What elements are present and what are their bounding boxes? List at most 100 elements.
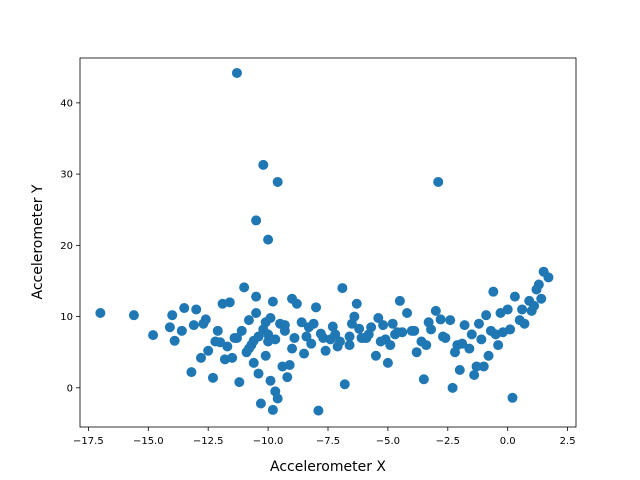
- data-point: [402, 308, 413, 319]
- data-point: [421, 340, 432, 351]
- data-point: [332, 341, 343, 352]
- x-tick-label: −2.5: [436, 436, 460, 447]
- data-point: [291, 298, 302, 309]
- data-point: [265, 313, 276, 324]
- data-point: [497, 327, 508, 338]
- data-point: [351, 298, 362, 309]
- data-point: [411, 347, 422, 358]
- data-point: [282, 372, 293, 383]
- data-point: [354, 323, 365, 334]
- data-point: [260, 350, 271, 361]
- data-point: [533, 279, 544, 290]
- y-tick-label: 30: [60, 170, 73, 181]
- y-tick-label: 10: [60, 312, 73, 323]
- data-point: [200, 314, 211, 325]
- data-point: [176, 325, 187, 336]
- data-point: [344, 331, 355, 342]
- data-point: [529, 300, 540, 311]
- data-point: [191, 304, 202, 315]
- data-point: [473, 318, 484, 329]
- data-point: [502, 304, 513, 315]
- data-point: [469, 369, 480, 380]
- data-point: [536, 293, 547, 304]
- data-point: [476, 334, 487, 345]
- x-tick-label: −12.5: [193, 436, 224, 447]
- data-point: [454, 365, 465, 376]
- y-tick-label: 0: [67, 383, 73, 394]
- data-point: [418, 374, 429, 385]
- data-point: [447, 382, 458, 393]
- data-point: [248, 357, 259, 368]
- data-point: [299, 348, 310, 359]
- data-point: [255, 398, 266, 409]
- data-point: [387, 318, 398, 329]
- data-point: [370, 350, 381, 361]
- data-point: [234, 377, 245, 388]
- data-point: [263, 234, 274, 245]
- data-point: [251, 308, 262, 319]
- data-point: [449, 347, 460, 358]
- data-point: [251, 291, 262, 302]
- data-point: [375, 336, 386, 347]
- data-point: [406, 325, 417, 336]
- x-tick-label: 2.5: [560, 436, 576, 447]
- data-point: [481, 310, 492, 321]
- data-point: [478, 361, 489, 372]
- data-point: [258, 159, 269, 170]
- data-point: [356, 332, 367, 343]
- data-point: [188, 320, 199, 331]
- data-point: [251, 215, 262, 226]
- data-point: [440, 332, 451, 343]
- x-axis-ticks: −17.5 −15.0 −12.5 −10.0 −7.5 −5.0 −2.5 0.0 2.5: [73, 427, 576, 447]
- data-point: [212, 325, 223, 336]
- y-tick-label: 40: [60, 98, 73, 109]
- data-point: [287, 343, 298, 354]
- data-point: [284, 360, 295, 371]
- scatter-points: [95, 67, 554, 416]
- data-point: [296, 317, 307, 328]
- data-point: [543, 272, 554, 283]
- data-point: [186, 367, 197, 378]
- data-point: [215, 337, 226, 348]
- data-point: [378, 320, 389, 331]
- data-point: [227, 352, 238, 363]
- data-point: [148, 330, 159, 341]
- data-point: [488, 286, 499, 297]
- data-point: [433, 176, 444, 187]
- data-point: [315, 328, 326, 339]
- data-point: [519, 318, 530, 329]
- data-point: [517, 304, 528, 315]
- data-point: [267, 296, 278, 307]
- data-point: [272, 393, 283, 404]
- data-point: [229, 332, 240, 343]
- data-point: [289, 332, 300, 343]
- y-axis-label: Accelerometer Y: [30, 184, 46, 299]
- data-point: [243, 315, 254, 326]
- y-tick-label: 20: [60, 241, 73, 252]
- data-point: [464, 343, 475, 354]
- data-point: [179, 303, 190, 314]
- data-point: [311, 302, 322, 313]
- data-point: [224, 297, 235, 308]
- data-point: [253, 368, 264, 379]
- data-point: [373, 313, 384, 324]
- x-tick-label: −7.5: [316, 436, 340, 447]
- data-point: [466, 329, 477, 340]
- data-point: [459, 320, 470, 331]
- data-point: [263, 329, 274, 340]
- data-point: [339, 379, 350, 390]
- data-point: [306, 338, 317, 349]
- data-point: [493, 340, 504, 351]
- data-point: [203, 345, 214, 356]
- data-point: [270, 334, 281, 345]
- data-point: [267, 404, 278, 415]
- data-point: [231, 67, 242, 78]
- data-point: [95, 308, 106, 319]
- data-point: [265, 375, 276, 386]
- data-point: [483, 350, 494, 361]
- data-point: [430, 305, 441, 316]
- data-point: [279, 325, 290, 336]
- data-point: [509, 291, 520, 302]
- data-point: [169, 335, 180, 346]
- data-point: [207, 372, 218, 383]
